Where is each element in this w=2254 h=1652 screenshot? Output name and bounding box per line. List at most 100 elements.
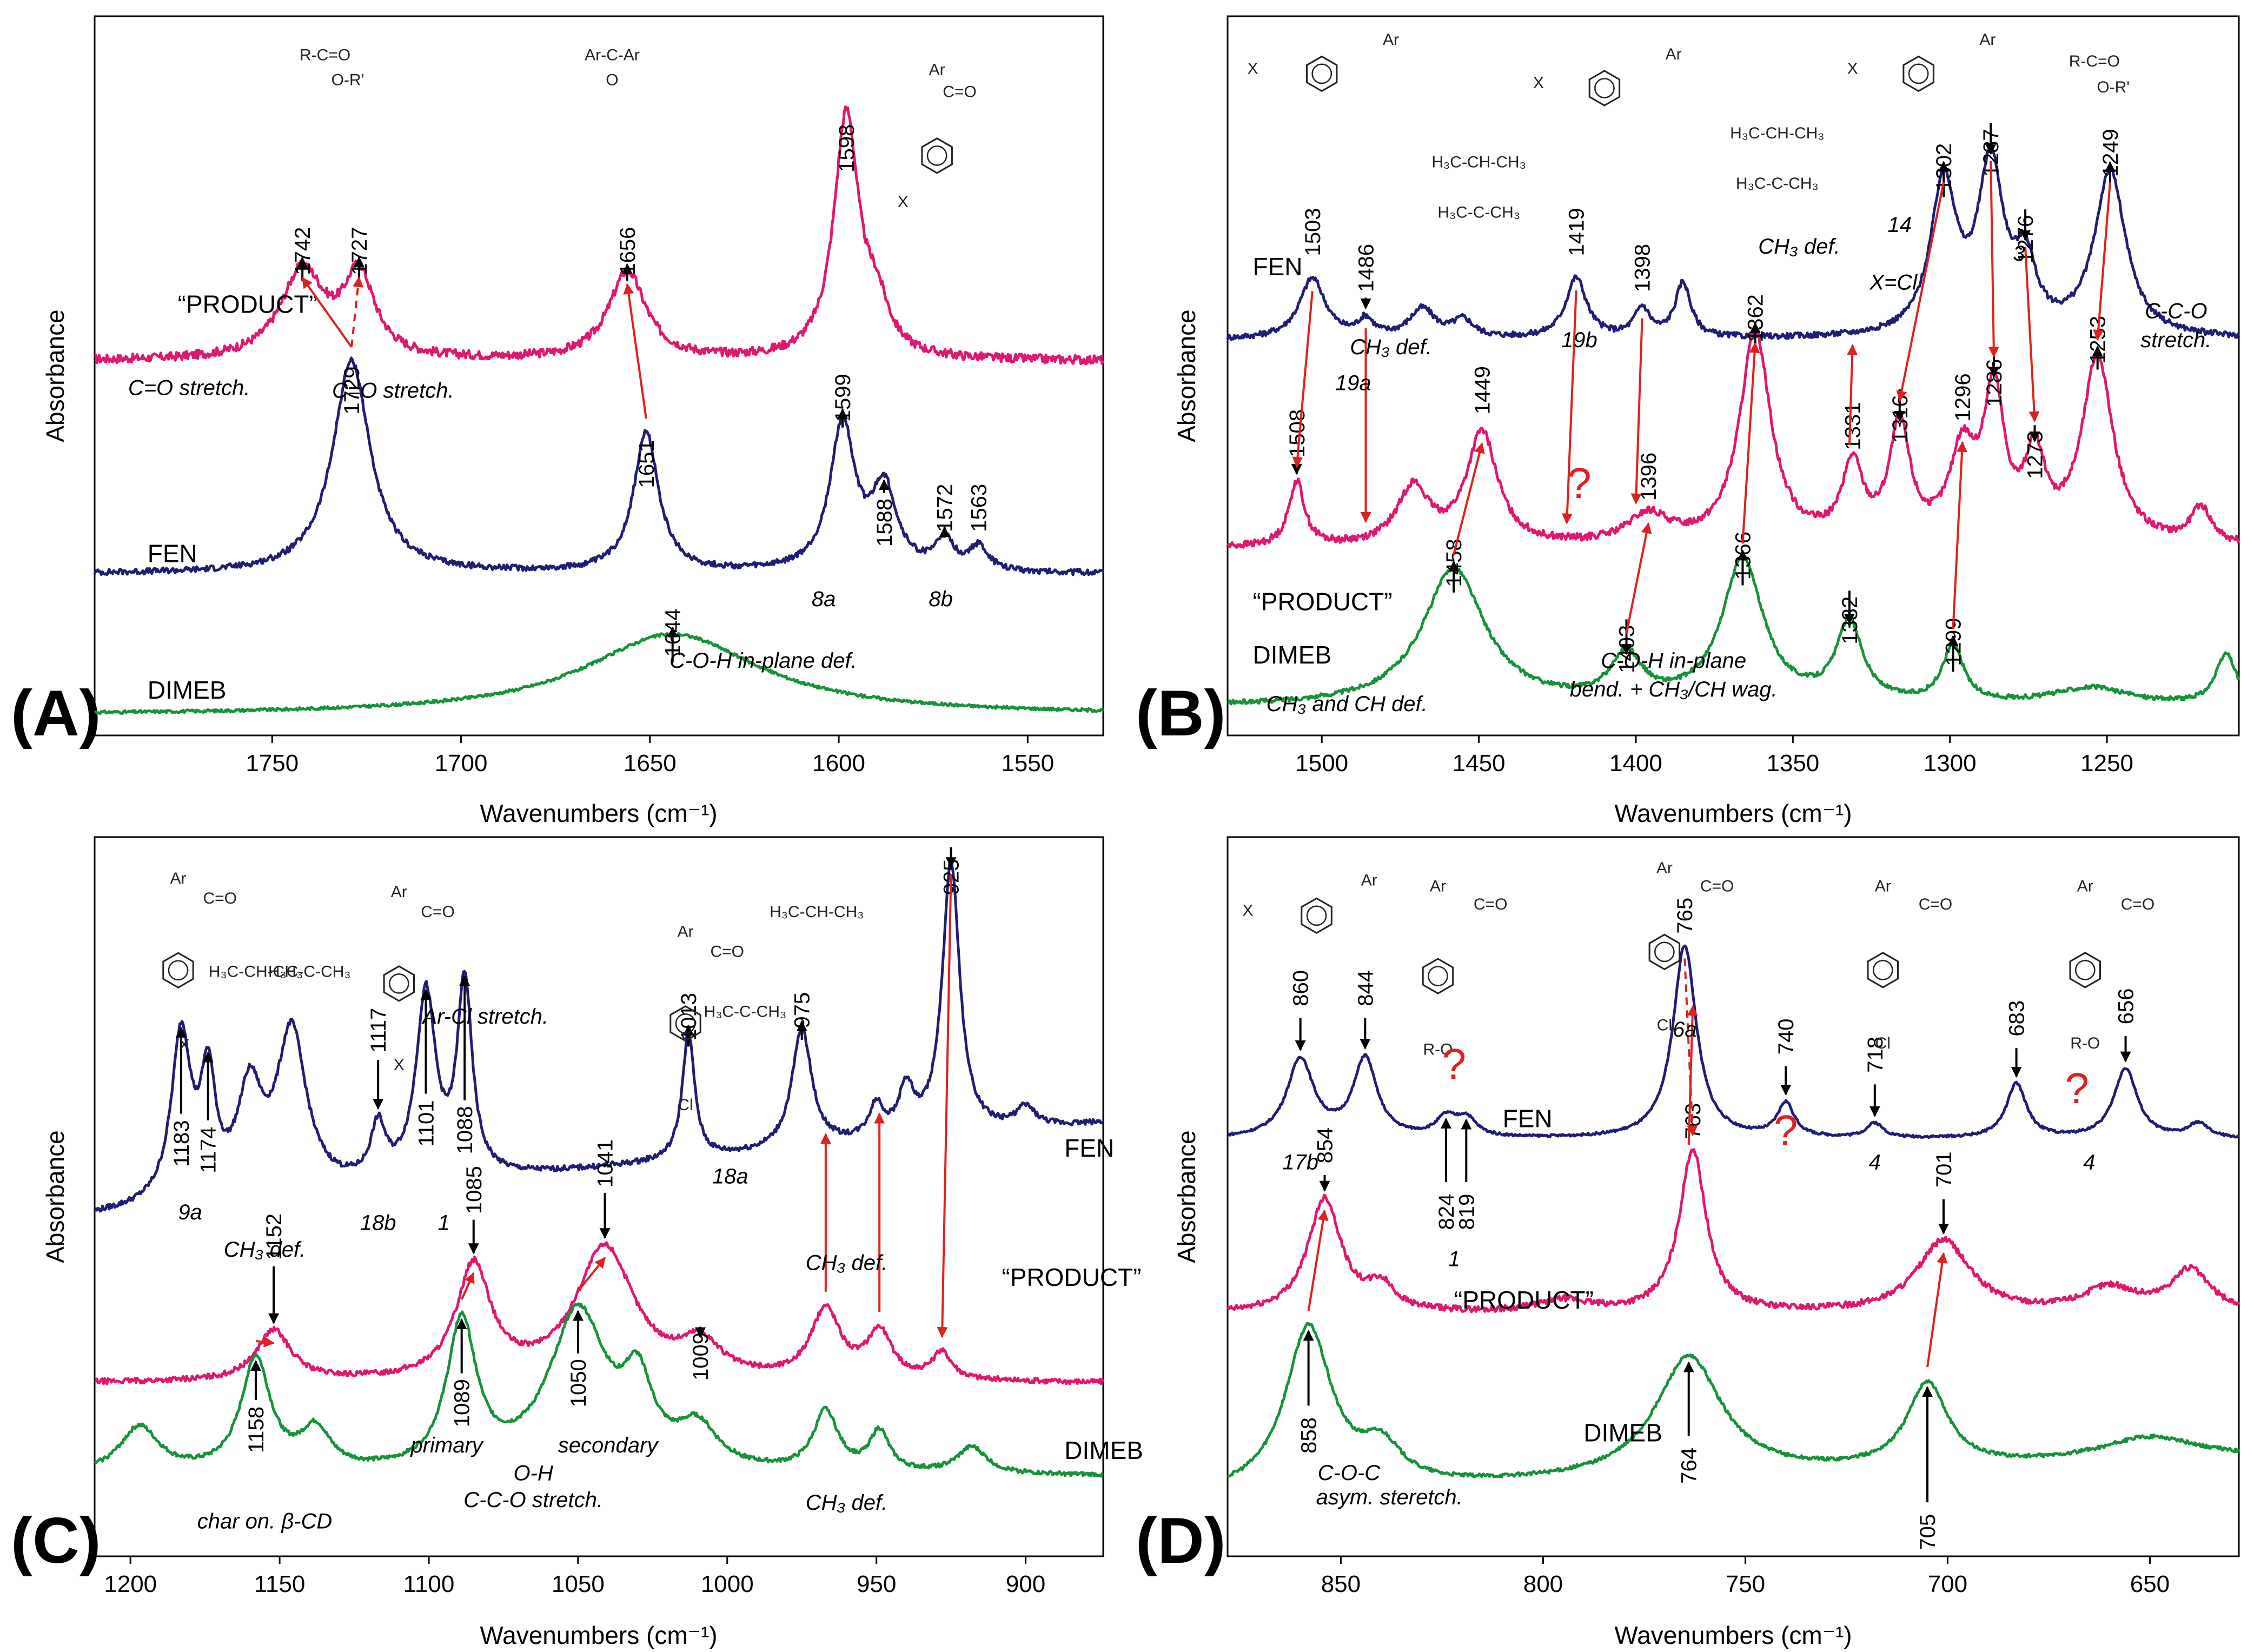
benzene-ring-icon [1301,897,1332,934]
panel-c: (C) Wavenumbers (cm⁻¹) Absorbance 1200 11… [11,836,1143,1649]
panel-d-correlation-arrow [1307,1209,1329,1311]
panel-a-x-tick-label: 1700 [435,750,488,777]
panel-b-correlation-arrow [1561,290,1577,525]
panel-c-chem-label: X [179,1036,190,1054]
panel-a-annotation: C-O-H in-plane def. [669,649,857,673]
panel-b-correlation-arrow [2093,182,2111,341]
panel-a-series-label: “PRODUCT” [178,290,317,318]
panel-c-annotation: 18a [712,1164,748,1188]
panel-c-frame [94,836,1104,1557]
panel-c-x-tick-label: 1000 [701,1571,754,1597]
panel-a-peak-label: 1651 [635,440,659,488]
panel-a-x-axis-title: Wavenumbers (cm⁻¹) [480,799,717,827]
panel-c-y-axis-title: Absorbance [41,1130,69,1263]
panel-b-annotation: 3 [2013,242,2025,266]
panel-a-frame [94,15,1104,737]
panel-b-annotation: 14 [1888,213,1912,237]
panel-b-correlation-arrow [1625,522,1652,634]
panel-a-x-tick-label: 1600 [812,750,865,777]
panel-b-annotation: X=Cl [1869,270,1918,294]
panel-a-annotation: 8a [812,587,836,611]
panel-a-correlation-arrow [350,276,363,347]
panel-b-peak-label: 1398 [1631,244,1655,292]
panel-a-product-spectrum [94,105,1105,366]
panel-d-chem-label: Ar [1656,859,1673,877]
panel-c-chem-label: C=O [421,903,455,921]
panel-c-series-label: “PRODUCT” [1002,1263,1141,1291]
panel-b-letter: (B) [1136,677,1226,749]
panel-d-peak-label: 819 [1455,1194,1479,1230]
panel-d-chem-label: R-O [1423,1040,1453,1058]
panel-d-chem-label: Cl [1657,1017,1672,1034]
benzene-ring-icon [2069,952,2101,988]
panel-b-correlation-arrow [1292,291,1314,468]
panel-c-x-tick-label: 1150 [254,1571,306,1597]
panel-b-peak-label: 1503 [1301,208,1325,256]
panel-c-peak-label: 1088 [453,1106,477,1154]
panel-b-question-mark: ? [1567,459,1592,507]
panel-b-chem-label: H₃C-CH-CH₃ [1730,124,1824,142]
panel-c-chem-label: H₃C-CH-CH₃ [209,963,303,981]
panel-b-correlation-arrow [1630,318,1643,505]
panel-a: (A) Wavenumbers (cm⁻¹) Absorbance 1750 17… [11,15,1105,827]
panel-b-x-tick-label: 1450 [1453,750,1506,777]
panel-d-chem-label: C=O [1700,878,1734,895]
panel-d-peak-label: 854 [1314,1127,1337,1164]
panel-c-chem-label: C=O [203,890,237,907]
panel-d-chem-label: R-O [2070,1034,2100,1052]
panel-d-annotation: asym. steretch. [1316,1485,1463,1509]
panel-c-chem-label: H₃C-C-CH₃ [268,963,351,981]
panel-c-x-tick-label: 900 [1006,1571,1045,1597]
panel-a-x-tick-label: 1550 [1001,750,1054,777]
panel-c-chem-label: H₃C-C-CH₃ [704,1003,786,1021]
panel-d-series-label: FEN [1503,1104,1553,1132]
panel-d-x-axis-title: Wavenumbers (cm⁻¹) [1614,1621,1852,1649]
panel-b-fen-spectrum [1226,145,2240,341]
panel-c-peak-label: 1152 [262,1213,286,1260]
panel-d-letter: (D) [1136,1504,1226,1577]
panel-a-chem-label: Ar-C-Ar [585,46,640,64]
panel-c-annotation: Ar-Cl stretch. [422,1005,549,1029]
panel-b-chem-label: R-C=O [2069,52,2120,70]
panel-c-chem-label: Cl [678,1096,693,1114]
panel-d-x-tick-label: 850 [1321,1571,1361,1597]
panel-c-fen-spectrum [93,861,1104,1213]
panel-b-x-axis-title: Wavenumbers (cm⁻¹) [1614,799,1852,827]
panel-c-series-label: DIMEB [1064,1436,1143,1464]
panel-a-chem-label: C=O [943,83,977,101]
panel-c-peak-label: 1089 [450,1379,474,1427]
panel-a-annotation: C=O stretch. [128,376,250,400]
panel-d-x-tick-label: 650 [2130,1571,2170,1597]
panel-d-peak-label: 765 [1673,898,1697,934]
panel-a-annotation: 8b [929,587,953,611]
panel-a-chem-label: O-R' [332,71,364,89]
panel-b-x-tick-label: 1500 [1295,750,1348,777]
panel-d-annotation: 1 [1448,1248,1460,1271]
benzene-ring-icon [921,137,953,174]
panel-c-peak-label: 1085 [462,1166,486,1214]
panel-c-x-tick-label: 1100 [403,1571,455,1597]
panel-d-chem-label: Ar [1361,871,1377,889]
panel-a-plot: 1750 1700 1650 1600 1550“PRODUCT”FENDIMEB174… [93,46,1105,777]
panel-b-annotation: bend. + CH₃/CH wag. [1570,678,1778,701]
panel-c-peak-label: 1117 [367,1008,390,1053]
panel-c-annotation: 1 [437,1211,449,1235]
panel-c-plot: 1200 1150 1100 1050 1000 950 900 FEN “PRODUCT” DI… [93,847,1143,1597]
panel-d-chem-label: Ar [1430,878,1446,895]
panel-d-series-label: “PRODUCT” [1454,1286,1594,1314]
panel-b-x-tick-label: 1250 [2080,750,2133,777]
panel-b-x-tick-label: 1400 [1609,750,1662,777]
panel-c-annotation: char on. β-CD [197,1509,333,1533]
panel-d-series-label: DIMEB [1583,1419,1662,1447]
panel-d-peak-label: 683 [2005,1000,2029,1037]
panel-d-chem-label: Ar [1875,878,1891,895]
panel-b-plot: 1500 1450 1400 1350 1300 1250 FEN “PRODUCT” DIME… [1226,31,2240,777]
panel-d-peak-label: 824 [1435,1194,1459,1230]
panel-a-correlation-arrow [301,277,353,348]
panel-d-chem-label: C=O [1919,895,1953,913]
panel-c-annotation: 18b [360,1211,396,1235]
panel-c-annotation: O-H [513,1462,553,1485]
benzene-ring-icon [1867,952,1899,988]
panel-d-annotation: C-O-C [1318,1461,1381,1485]
panel-c-annotation: primary [410,1434,484,1457]
